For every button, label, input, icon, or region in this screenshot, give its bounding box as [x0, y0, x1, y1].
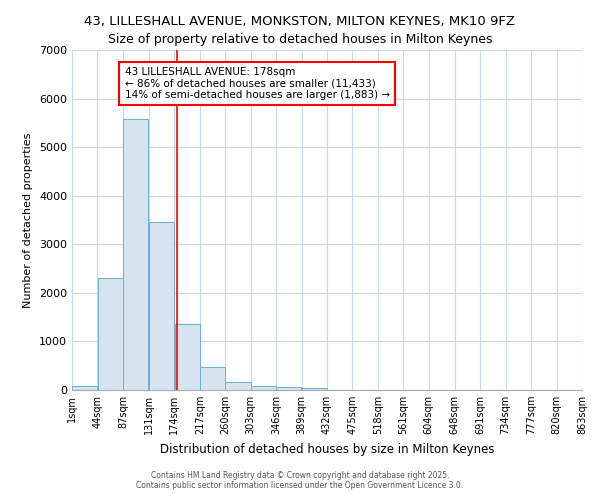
Bar	[276, 388, 301, 390]
Bar	[302, 388, 327, 390]
Bar	[251, 386, 276, 390]
Bar	[123, 119, 148, 390]
Bar	[226, 382, 251, 390]
Text: Contains HM Land Registry data © Crown copyright and database right 2025.
Contai: Contains HM Land Registry data © Crown c…	[136, 470, 464, 490]
Text: Size of property relative to detached houses in Milton Keynes: Size of property relative to detached ho…	[108, 32, 492, 46]
Bar	[98, 278, 123, 390]
Bar	[200, 367, 225, 390]
Text: 43 LILLESHALL AVENUE: 178sqm
← 86% of detached houses are smaller (11,433)
14% o: 43 LILLESHALL AVENUE: 178sqm ← 86% of de…	[125, 67, 390, 100]
X-axis label: Distribution of detached houses by size in Milton Keynes: Distribution of detached houses by size …	[160, 442, 494, 456]
Bar	[175, 324, 200, 390]
Bar	[72, 386, 97, 390]
Text: 43, LILLESHALL AVENUE, MONKSTON, MILTON KEYNES, MK10 9FZ: 43, LILLESHALL AVENUE, MONKSTON, MILTON …	[85, 15, 515, 28]
Y-axis label: Number of detached properties: Number of detached properties	[23, 132, 34, 308]
Bar	[149, 222, 174, 390]
